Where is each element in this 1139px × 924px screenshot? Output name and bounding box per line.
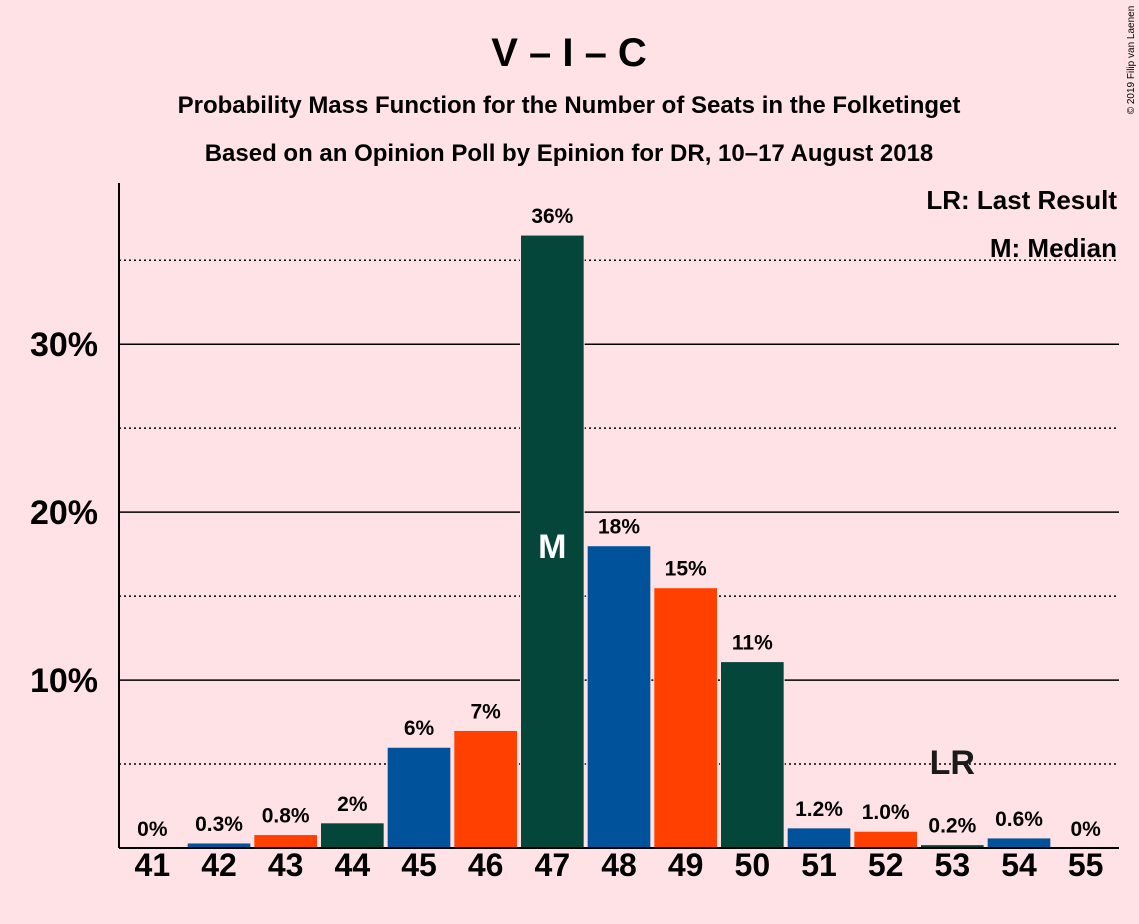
legend-median: M: Median [990, 233, 1117, 263]
x-tick-label: 41 [135, 847, 171, 883]
median-marker: M [538, 528, 566, 566]
x-tick-label: 50 [735, 847, 771, 883]
value-label-45: 6% [404, 717, 435, 740]
value-label-49: 15% [665, 558, 707, 581]
x-tick-label: 49 [668, 847, 704, 883]
x-tick-label: 47 [535, 847, 571, 883]
legend-last-result: LR: Last Result [926, 185, 1117, 215]
value-label-48: 18% [598, 516, 640, 539]
bar-45 [386, 746, 452, 849]
x-tick-label: 45 [401, 847, 437, 883]
x-tick-label: 51 [801, 847, 837, 883]
x-tick-label: 46 [468, 847, 504, 883]
x-tick-label: 44 [335, 847, 371, 883]
value-label-46: 7% [470, 700, 501, 723]
x-tick-label: 52 [868, 847, 904, 883]
last-result-marker: LR [930, 744, 975, 782]
x-tick-label: 54 [1001, 847, 1037, 883]
bar-49 [653, 587, 718, 849]
y-tick-label: 30% [30, 326, 98, 364]
x-tick-label: 43 [268, 847, 304, 883]
value-label-53: 0.2% [928, 815, 976, 838]
bar-46 [453, 729, 519, 849]
value-label-52: 1.0% [862, 801, 910, 824]
bar-51 [786, 827, 852, 849]
value-label-55: 0% [1070, 818, 1101, 841]
bar-44 [320, 822, 385, 849]
bar-48 [586, 545, 652, 849]
value-label-51: 1.2% [795, 798, 843, 821]
value-label-50: 11% [732, 632, 773, 655]
x-tick-label: 48 [601, 847, 637, 883]
value-label-41: 0% [137, 818, 168, 841]
x-tick-label: 53 [935, 847, 971, 883]
value-label-44: 2% [337, 793, 368, 816]
chart-subtitle-1: Probability Mass Function for the Number… [178, 92, 961, 119]
chart-title: V – I – C [491, 31, 647, 75]
y-tick-label: 10% [30, 662, 98, 700]
bar-50 [720, 661, 785, 849]
bars [186, 234, 1052, 849]
axes: 10% 20% 30% [30, 183, 1119, 849]
value-label-42: 0.3% [195, 813, 243, 836]
y-tick-label: 20% [30, 494, 98, 532]
x-tick-label: 42 [201, 847, 237, 883]
value-label-54: 0.6% [995, 808, 1043, 831]
chart-subtitle-2: Based on an Opinion Poll by Epinion for … [205, 140, 934, 167]
bar-52 [853, 830, 918, 849]
value-label-47: 36% [531, 205, 573, 228]
x-tick-label: 55 [1068, 847, 1104, 883]
bar-43 [253, 834, 318, 849]
value-label-43: 0.8% [262, 805, 310, 828]
value-labels: 0% 41 0.3% 42 0.8% 43 2% 44 6% 45 7% 46 36% 47 18% 48 15… [135, 205, 1104, 883]
copyright-text: © 2019 Filip van Laenen [1126, 6, 1137, 115]
